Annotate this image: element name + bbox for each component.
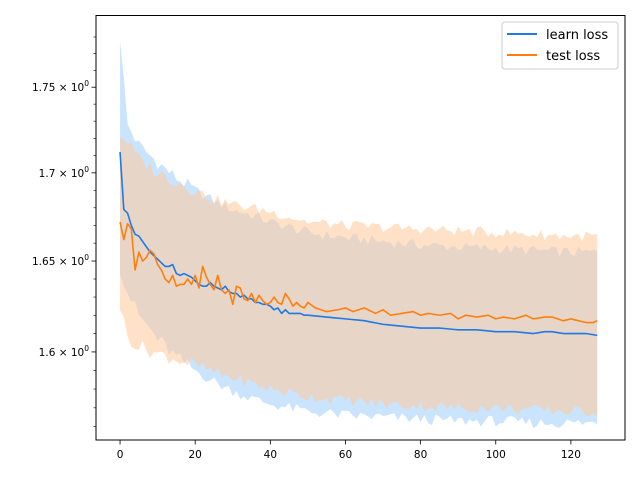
line-test-loss bbox=[119, 221, 598, 324]
y-tick-label: 1.7 × 100 bbox=[39, 165, 90, 180]
y-tick-base: 1.6 × 10 bbox=[39, 347, 85, 359]
x-tick-label: 0 bbox=[117, 449, 124, 461]
legend-label-learn-loss: learn loss bbox=[546, 28, 608, 43]
x-tick-label: 60 bbox=[339, 449, 352, 461]
x-tick-label: 80 bbox=[414, 449, 427, 461]
legend-label-test-loss: test loss bbox=[546, 49, 600, 64]
y-tick-exponent: 0 bbox=[84, 344, 89, 353]
legend: learn loss test loss bbox=[501, 21, 619, 70]
x-tick-label: 120 bbox=[561, 449, 581, 461]
series-lines bbox=[119, 152, 598, 337]
y-tick-exponent: 0 bbox=[84, 79, 89, 88]
x-tick-label: 40 bbox=[264, 449, 277, 461]
y-tick-exponent: 0 bbox=[84, 253, 89, 262]
y-tick-base: 1.65 × 10 bbox=[32, 256, 84, 268]
y-tick-base: 1.7 × 10 bbox=[39, 168, 85, 180]
y-tick-base: 1.75 × 10 bbox=[32, 82, 84, 94]
x-tick-label: 20 bbox=[189, 449, 202, 461]
y-tick-label: 1.6 × 100 bbox=[39, 344, 90, 359]
y-tick-label: 1.75 × 100 bbox=[32, 79, 89, 94]
band-test-loss bbox=[120, 138, 598, 417]
plot-frame bbox=[95, 15, 626, 441]
confidence-bands bbox=[120, 41, 598, 429]
x-axis-ticks: 0 20 40 60 80 100 120 bbox=[117, 440, 581, 461]
y-tick-exponent: 0 bbox=[84, 165, 89, 174]
y-tick-label: 1.65 × 100 bbox=[32, 253, 89, 268]
x-tick-label: 100 bbox=[486, 449, 506, 461]
